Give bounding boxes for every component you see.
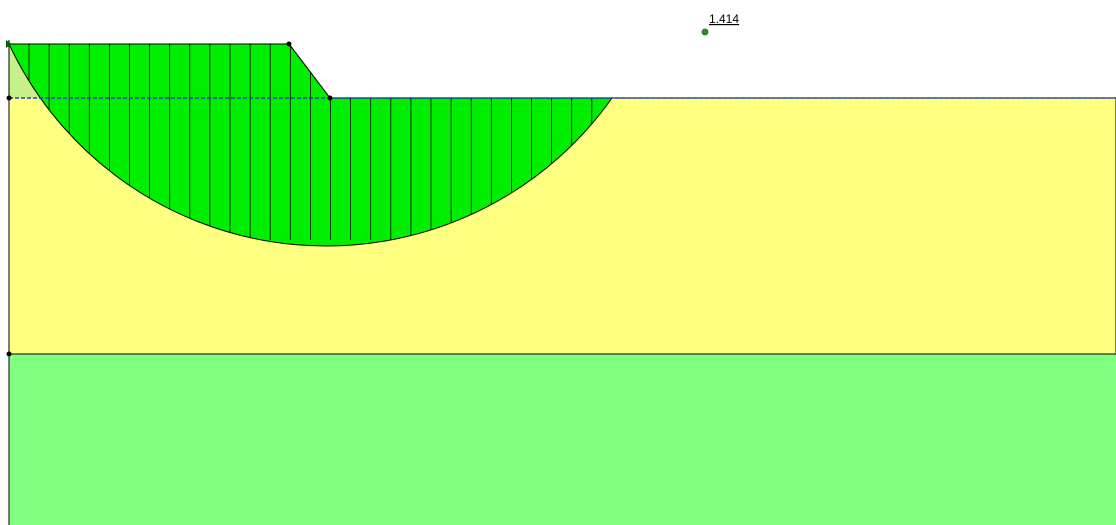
center-marker xyxy=(701,28,709,36)
vertex xyxy=(327,95,333,101)
entry-marker xyxy=(6,40,12,48)
vertex xyxy=(286,41,292,47)
factor-of-safety: 1.414 xyxy=(709,12,739,26)
vertex xyxy=(6,351,12,357)
vertex xyxy=(6,95,12,101)
slices xyxy=(28,44,612,240)
lower-layer xyxy=(9,354,1116,525)
